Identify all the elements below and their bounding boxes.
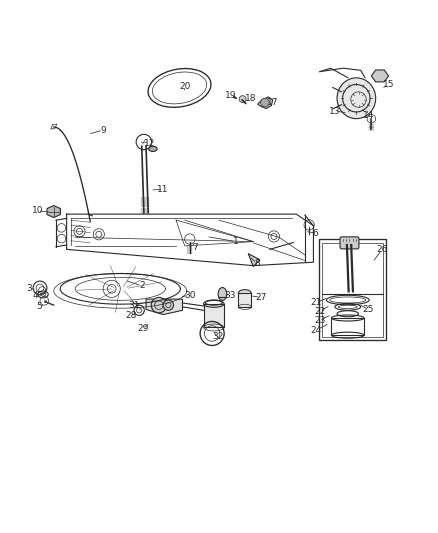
Text: 20: 20	[179, 82, 191, 91]
Text: 13: 13	[329, 107, 341, 116]
Text: 17: 17	[267, 98, 279, 107]
Ellipse shape	[337, 78, 376, 119]
Text: 33: 33	[224, 291, 236, 300]
Circle shape	[151, 297, 166, 313]
Text: 28: 28	[125, 311, 136, 320]
Text: 11: 11	[157, 185, 169, 193]
Circle shape	[239, 95, 246, 102]
Ellipse shape	[148, 147, 157, 151]
Polygon shape	[258, 97, 272, 109]
Text: 3: 3	[26, 284, 32, 293]
Text: 18: 18	[245, 94, 257, 103]
Polygon shape	[47, 206, 60, 217]
Ellipse shape	[218, 287, 227, 301]
Bar	[332, 318, 364, 335]
Polygon shape	[248, 254, 260, 266]
Text: 25: 25	[363, 305, 374, 314]
FancyBboxPatch shape	[340, 237, 359, 249]
Text: 31: 31	[128, 301, 140, 310]
Text: 22: 22	[314, 306, 325, 316]
Text: 8: 8	[254, 259, 260, 268]
Text: 5: 5	[37, 302, 42, 311]
Text: 24: 24	[311, 326, 322, 335]
Text: 32: 32	[212, 333, 224, 342]
Text: 7: 7	[193, 243, 198, 252]
Text: 30: 30	[184, 291, 195, 300]
Text: 29: 29	[137, 324, 148, 333]
Text: 6: 6	[313, 229, 318, 238]
Text: 27: 27	[255, 293, 267, 302]
Polygon shape	[146, 299, 183, 314]
Text: 1: 1	[233, 237, 239, 246]
Text: 26: 26	[376, 245, 388, 254]
Text: 2: 2	[139, 281, 145, 290]
Text: 21: 21	[311, 298, 322, 307]
Text: 9: 9	[100, 125, 106, 134]
Bar	[238, 293, 251, 307]
Ellipse shape	[238, 289, 251, 296]
Circle shape	[163, 300, 173, 310]
Bar	[204, 304, 224, 327]
Text: 14: 14	[363, 111, 374, 120]
Text: 4: 4	[32, 291, 38, 300]
Text: 10: 10	[32, 206, 43, 215]
Circle shape	[261, 98, 269, 107]
Polygon shape	[371, 70, 389, 82]
Text: 12: 12	[144, 139, 155, 148]
Text: 23: 23	[314, 316, 325, 325]
Bar	[318, 239, 386, 341]
Text: 19: 19	[225, 91, 237, 100]
Bar	[322, 244, 383, 337]
Text: 15: 15	[383, 80, 394, 89]
